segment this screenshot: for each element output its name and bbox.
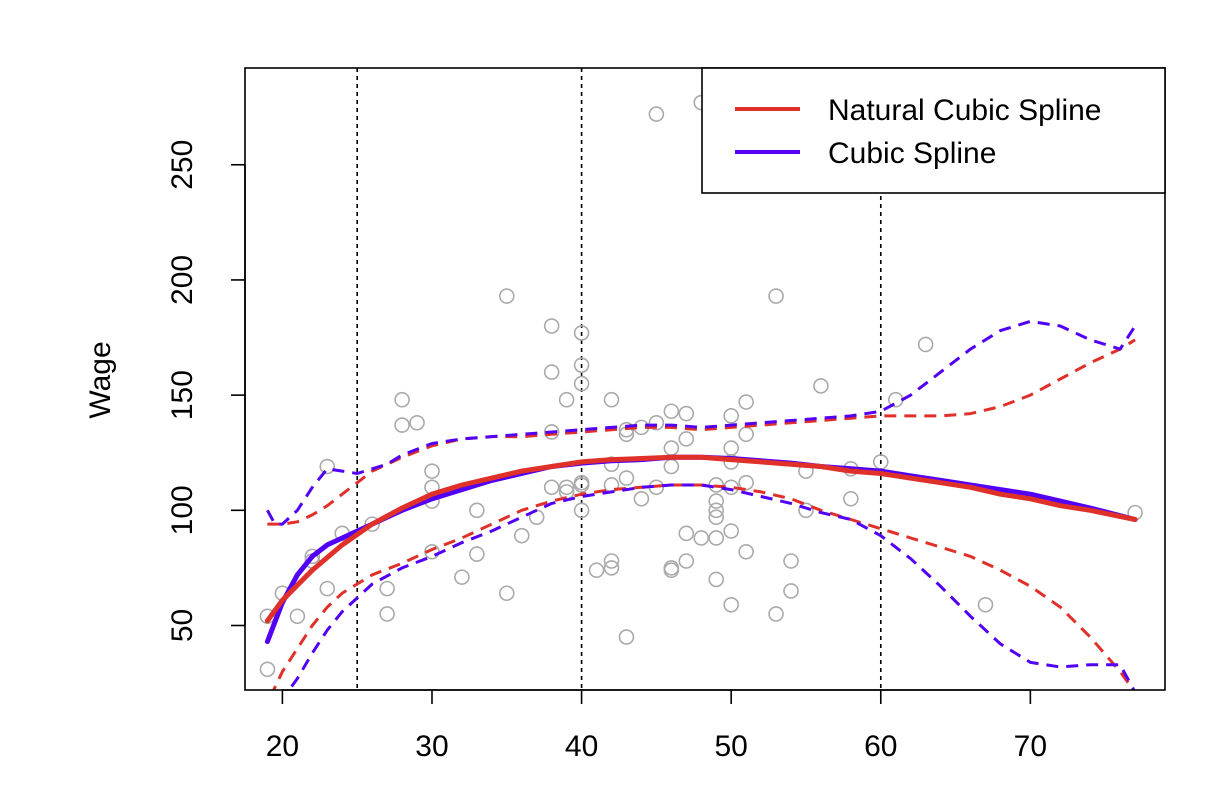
data-point <box>708 571 725 588</box>
data-point <box>558 391 575 408</box>
data-point <box>738 426 754 443</box>
data-point <box>424 463 440 479</box>
data-point <box>618 421 635 438</box>
y-tick-label: 200 <box>166 255 199 305</box>
data-point <box>573 325 590 341</box>
legend: Natural Cubic Spline Cubic Spline <box>701 67 1166 194</box>
data-point <box>723 440 739 456</box>
data-point <box>543 424 560 440</box>
data-point <box>304 548 321 565</box>
data-point <box>708 502 725 519</box>
data-point <box>379 606 395 622</box>
data-point <box>454 569 470 585</box>
data-point <box>708 509 725 526</box>
x-axis: 20 30 40 50 60 70 <box>266 689 1047 763</box>
lower-band-line <box>272 483 1136 690</box>
data-point <box>394 417 410 433</box>
data-point <box>648 414 665 431</box>
x-tick-label: 20 <box>266 730 299 763</box>
data-point <box>603 391 620 408</box>
data-point <box>843 490 859 507</box>
y-axis: 50 100 150 200 250 <box>166 140 246 642</box>
data-point <box>917 336 934 353</box>
data-point <box>663 403 680 420</box>
legend-label-natural-cubic-spline: Natural Cubic Spline <box>828 94 1101 127</box>
data-point <box>678 553 695 569</box>
data-point <box>319 580 336 597</box>
data-point <box>603 553 620 569</box>
data-point <box>738 394 754 410</box>
data-point <box>663 440 680 456</box>
data-point <box>469 502 485 519</box>
x-tick-label: 70 <box>1014 730 1047 763</box>
data-point <box>603 560 620 576</box>
data-point <box>723 523 739 539</box>
x-tick-label: 60 <box>864 730 897 763</box>
data-point <box>573 357 590 373</box>
legend-box <box>701 67 1166 194</box>
confidence-bands <box>266 319 1137 690</box>
data-point <box>364 516 380 532</box>
data-point <box>783 583 799 599</box>
data-point <box>723 408 739 424</box>
data-point <box>573 375 590 392</box>
data-point <box>648 106 665 122</box>
data-point <box>977 596 994 613</box>
data-point <box>813 378 829 394</box>
data-point <box>558 479 575 496</box>
data-point <box>573 477 590 493</box>
y-tick-label: 150 <box>166 370 199 420</box>
fit-line-natural-cubic-spline <box>264 454 1138 624</box>
data-point <box>768 288 784 304</box>
legend-label-cubic-spline: Cubic Spline <box>828 137 996 170</box>
data-point <box>469 546 485 562</box>
data-point <box>633 490 650 507</box>
data-point <box>708 530 725 546</box>
x-tick-label: 30 <box>415 730 448 763</box>
data-point <box>693 530 710 546</box>
data-point <box>783 553 799 569</box>
data-point <box>543 364 560 380</box>
x-tick-label: 50 <box>714 730 747 763</box>
data-point <box>738 474 754 491</box>
data-point <box>379 580 395 597</box>
data-point <box>394 391 410 408</box>
y-tick-label: 50 <box>166 609 199 642</box>
data-point <box>573 502 590 519</box>
data-point <box>618 629 635 645</box>
data-point <box>543 479 560 496</box>
data-point <box>708 493 725 509</box>
data-point <box>409 414 425 431</box>
fit-curves <box>264 454 1138 645</box>
data-point <box>768 606 784 622</box>
data-point <box>678 525 695 542</box>
upper-band-line <box>267 338 1136 526</box>
data-point <box>663 562 680 579</box>
data-point <box>663 458 680 475</box>
data-point <box>498 288 515 304</box>
data-point <box>498 585 515 602</box>
data-point <box>678 431 695 447</box>
data-point <box>618 470 635 486</box>
y-axis-title: Wage <box>84 341 117 418</box>
y-tick-label: 100 <box>166 485 199 535</box>
upper-band-line <box>266 319 1137 526</box>
data-point <box>738 543 754 560</box>
data-point <box>543 318 560 334</box>
data-point <box>513 527 530 544</box>
lower-band-line <box>287 483 1136 690</box>
data-point <box>259 661 276 678</box>
data-point <box>289 608 306 625</box>
data-point <box>319 458 336 475</box>
data-point <box>723 596 739 613</box>
data-point <box>678 405 695 422</box>
data-point <box>798 502 814 519</box>
x-tick-label: 40 <box>565 730 598 763</box>
data-point <box>588 562 605 579</box>
y-tick-label: 250 <box>166 140 199 190</box>
